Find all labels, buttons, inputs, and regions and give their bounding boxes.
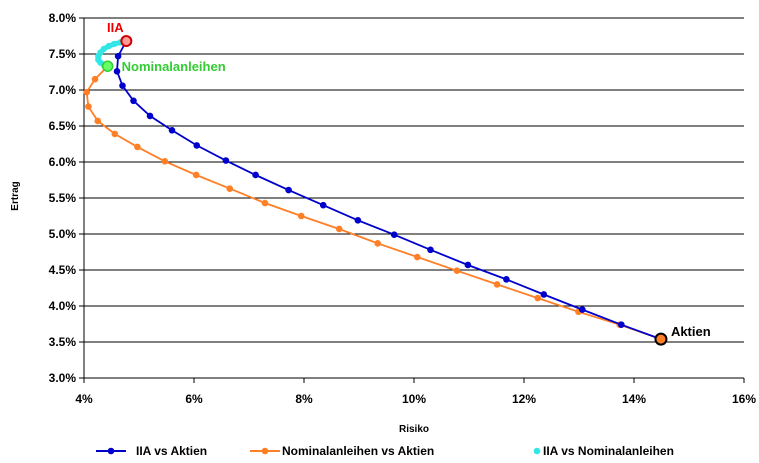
x-tick-label: 4%: [75, 392, 93, 406]
data-point: [618, 321, 625, 329]
data-point: [493, 281, 501, 288]
series-line: [85, 65, 662, 340]
legend-label: IIA vs Nominalanleihen: [543, 444, 674, 458]
data-point: [540, 291, 548, 298]
y-tick-label: 6.0%: [49, 155, 77, 169]
data-point: [374, 240, 382, 247]
data-point: [91, 75, 99, 83]
data-point: [85, 103, 92, 110]
y-tick-label: 7.5%: [49, 47, 77, 61]
data-point: [168, 127, 176, 134]
x-tick-label: 16%: [732, 392, 756, 406]
data-point: [354, 217, 362, 224]
data-point: [134, 143, 141, 151]
data-point: [297, 212, 305, 220]
nominalanleihen-marker: [101, 60, 114, 72]
data-point: [464, 261, 472, 269]
y-tick-label: 8.0%: [49, 11, 77, 25]
data-point: [113, 67, 121, 75]
data-point: [161, 157, 169, 165]
y-tick-label: 3.0%: [49, 371, 77, 385]
legend-label: IIA vs Aktien: [136, 444, 207, 458]
data-point: [453, 267, 461, 275]
x-tick-label: 8%: [295, 392, 313, 406]
legend-item-1: Nominalanleihen vs Aktien: [250, 444, 434, 458]
legend-item-0: IIA vs Aktien: [96, 444, 207, 458]
legend-swatch-marker: [107, 447, 115, 455]
series-1: [83, 62, 665, 343]
data-point: [335, 225, 343, 233]
data-point: [226, 185, 234, 192]
data-point: [534, 294, 542, 302]
y-axis-title: Ertrag: [10, 181, 21, 210]
data-point: [83, 88, 91, 96]
series-layer: [83, 37, 665, 343]
data-point: [414, 253, 421, 261]
legend-item-2: IIA vs Nominalanleihen: [533, 444, 674, 458]
legend-swatch-marker: [261, 447, 269, 455]
data-point: [222, 157, 230, 164]
legend: IIA vs Aktien Nominalanleihen vs Aktien II…: [96, 444, 674, 458]
y-tick-label: 4.5%: [49, 263, 77, 277]
data-point: [130, 97, 137, 105]
data-point: [193, 142, 201, 149]
y-axis-ticks: 3.0% 3.5% 4.0% 4.5% 5.0% 5.5% 6.0% 6.5% 7.0% 7.5%…: [49, 11, 84, 385]
data-point: [390, 231, 398, 239]
annotation-nominalanleihen: Nominalanleihen: [122, 59, 226, 74]
y-tick-label: 3.5%: [49, 335, 77, 349]
x-tick-label: 10%: [402, 392, 426, 406]
data-point: [114, 52, 122, 60]
legend-swatch-marker: [533, 447, 541, 455]
grid-lines: [84, 17, 744, 343]
series-line: [116, 40, 662, 340]
data-point: [192, 171, 200, 179]
iia-marker: [120, 35, 133, 48]
annotation-iia: IIA: [107, 20, 124, 35]
data-point: [111, 40, 118, 48]
y-tick-label: 5.0%: [49, 227, 77, 241]
legend-label: Nominalanleihen vs Aktien: [282, 444, 434, 458]
data-point: [252, 171, 259, 179]
data-point: [285, 186, 292, 194]
x-axis-ticks: 4% 6% 8% 10% 12% 14% 16%: [75, 378, 756, 406]
data-point: [119, 82, 126, 89]
data-point: [261, 199, 269, 207]
y-tick-label: 5.5%: [49, 191, 77, 205]
y-tick-label: 4.0%: [49, 299, 77, 313]
x-tick-label: 6%: [185, 392, 203, 406]
data-point: [427, 246, 434, 254]
data-point: [503, 276, 510, 283]
annotation-aktien: Aktien: [671, 324, 711, 339]
x-tick-label: 12%: [512, 392, 536, 406]
data-point: [105, 42, 112, 50]
series-0: [113, 37, 665, 343]
aktien-marker: [654, 332, 668, 346]
y-tick-label: 6.5%: [49, 119, 77, 133]
x-tick-label: 14%: [622, 392, 646, 406]
x-axis-title: Risiko: [399, 424, 429, 435]
data-point: [319, 201, 327, 209]
data-point: [579, 306, 586, 313]
data-point: [146, 112, 154, 120]
data-point: [94, 117, 102, 125]
data-point: [111, 130, 119, 138]
annotation-layer: IIA Nominalanleihen Aktien: [101, 20, 711, 346]
y-tick-label: 7.0%: [49, 83, 77, 97]
